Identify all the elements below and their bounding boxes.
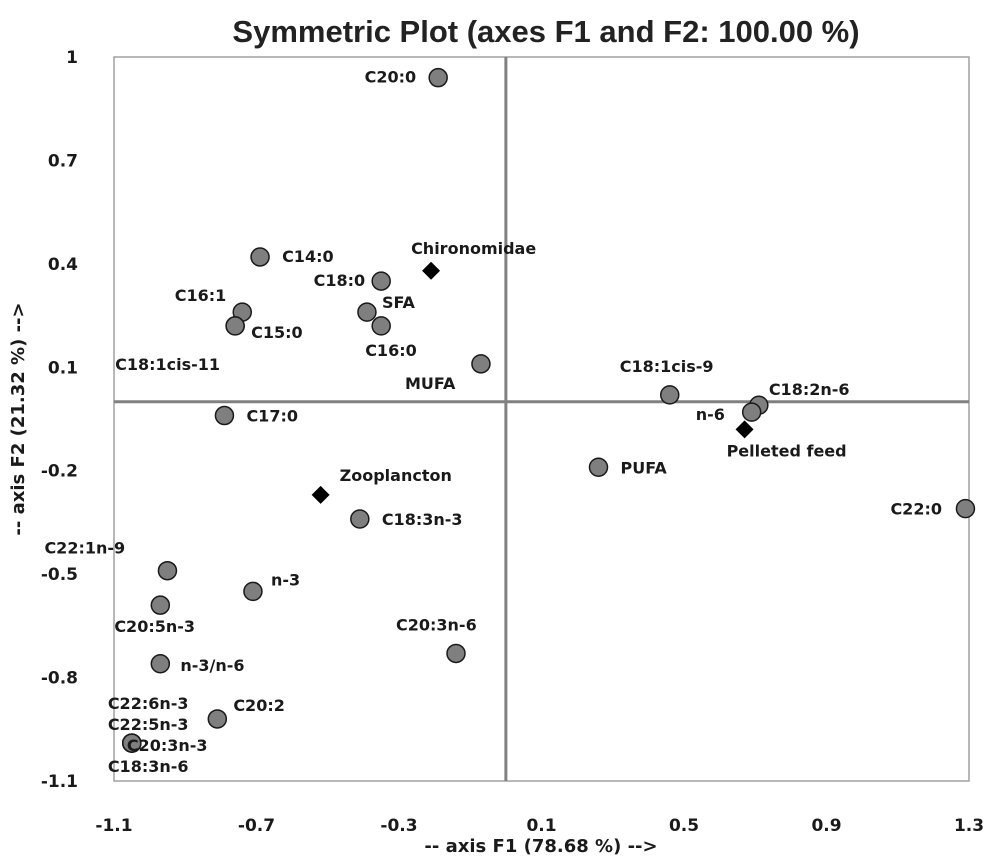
x-tick-label: -0.7 [238, 816, 275, 836]
point-label-chironomidae: Chironomidae [411, 239, 536, 258]
point-label-n-6: n-6 [696, 405, 725, 424]
variable-marker-c18-0 [371, 271, 391, 291]
observation-marker-pelleted-feed [735, 420, 754, 439]
point-label-c18-3n-6: C18:3n-6 [108, 757, 189, 776]
point-label-c14-0: C14:0 [282, 247, 334, 266]
point-label-c22-5n-3: C22:5n-3 [108, 715, 189, 734]
variable-marker-c20-0 [428, 67, 448, 88]
point-label-c18-1cis-11: C18:1cis-11 [115, 355, 220, 374]
x-tick-label: -1.1 [95, 816, 132, 836]
x-tick-label: 1.3 [954, 816, 984, 836]
observation-marker-zooplancton [311, 485, 330, 504]
variable-marker-c20-5n-3 [150, 595, 171, 615]
variable-marker-n-3 [243, 581, 263, 602]
point-label-mufa: MUFA [405, 374, 456, 393]
observation-marker-chironomidae [422, 261, 441, 280]
point-label-c17-0: C17:0 [246, 407, 298, 426]
point-label-c16-0: C16:0 [365, 341, 417, 360]
y-tick-label: 0.1 [48, 358, 78, 378]
x-axis-label: -- axis F1 (78.68 %) --> [424, 836, 657, 856]
point-label-c18-1cis-9: C18:1cis-9 [620, 357, 714, 376]
y-tick-label: 0.7 [48, 151, 78, 171]
point-label-pufa: PUFA [621, 458, 668, 477]
point-label-c22-6n-3: C22:6n-3 [108, 694, 189, 713]
point-label-c18-3n-3: C18:3n-3 [382, 510, 463, 529]
point-label-c20-0: C20:0 [365, 68, 417, 87]
variable-marker-c14-0 [250, 247, 270, 267]
point-label-c20-2: C20:2 [233, 696, 285, 715]
point-label-c15-0: C15:0 [251, 323, 303, 342]
point-label-sfa: SFA [382, 293, 416, 312]
point-label-pelleted-feed: Pelleted feed [727, 441, 847, 460]
center-axes [114, 57, 969, 781]
variable-marker-n-3-n-6 [150, 654, 171, 674]
variable-marker-sfa [357, 302, 377, 322]
x-tick-label: 0.9 [811, 816, 841, 836]
chart-title: Symmetric Plot (axes F1 and F2: 100.00 %… [232, 14, 859, 49]
y-tick-label: 0.4 [48, 255, 78, 275]
variable-marker-c18-1cis-9 [660, 385, 680, 405]
variable-marker-pufa [588, 457, 609, 478]
variable-marker-c18-1cis-11 [225, 316, 245, 336]
data-points [122, 67, 976, 753]
x-tick-label: -0.3 [380, 816, 417, 836]
point-label-c20-5n-3: C20:5n-3 [114, 617, 195, 636]
point-label-n-3: n-3 [271, 570, 300, 589]
variable-marker-n-6 [741, 402, 762, 422]
variable-marker-c18-3n-6 [122, 733, 142, 753]
variable-marker-c17-0 [214, 405, 235, 426]
y-tick-label: -0.8 [41, 669, 78, 689]
y-tick-label: 1 [66, 48, 78, 68]
tick-labels: -1.1 -0.7 -0.3 0.1 0.5 0.9 1.3 1 0.7 0.4 0.1 -0.2 -0… [41, 48, 984, 836]
variable-marker-c22-0 [955, 498, 976, 519]
y-tick-label: -0.5 [41, 565, 78, 585]
y-axis-label: -- axis F2 (21.32 %) --> [8, 302, 29, 535]
variable-marker-c20-3n-6 [446, 643, 466, 664]
point-label-c22-1n-9: C22:1n-9 [44, 539, 125, 558]
variable-marker-c22-1n-9 [157, 560, 178, 581]
point-label-c20-3n-3: C20:3n-3 [127, 736, 208, 755]
x-tick-label: 0.5 [669, 816, 699, 836]
point-label-n-3-n-6: n-3/n-6 [180, 656, 244, 675]
y-tick-label: -1.1 [41, 772, 78, 792]
y-tick-label: -0.2 [41, 462, 78, 482]
point-label-c18-0: C18:0 [314, 271, 366, 290]
variable-marker-c20-2 [207, 709, 228, 729]
x-tick-label: 0.1 [526, 816, 556, 836]
point-label-c16-1: C16:1 [175, 286, 227, 305]
variable-marker-c16-0 [371, 316, 391, 336]
point-label-c20-3n-6: C20:3n-6 [396, 615, 477, 634]
point-label-c18-2n-6: C18:2n-6 [769, 380, 850, 399]
variable-marker-c18-3n-3 [350, 509, 370, 529]
point-label-c22-0: C22:0 [890, 500, 942, 519]
point-label-zooplancton: Zooplancton [340, 466, 452, 485]
point-labels: C20:0 C14:0 C18:0 C16:1 SFA C15:0 C16:0 C18:1ci… [44, 68, 942, 776]
plot-frame [113, 56, 970, 782]
variable-marker-mufa [471, 354, 491, 374]
